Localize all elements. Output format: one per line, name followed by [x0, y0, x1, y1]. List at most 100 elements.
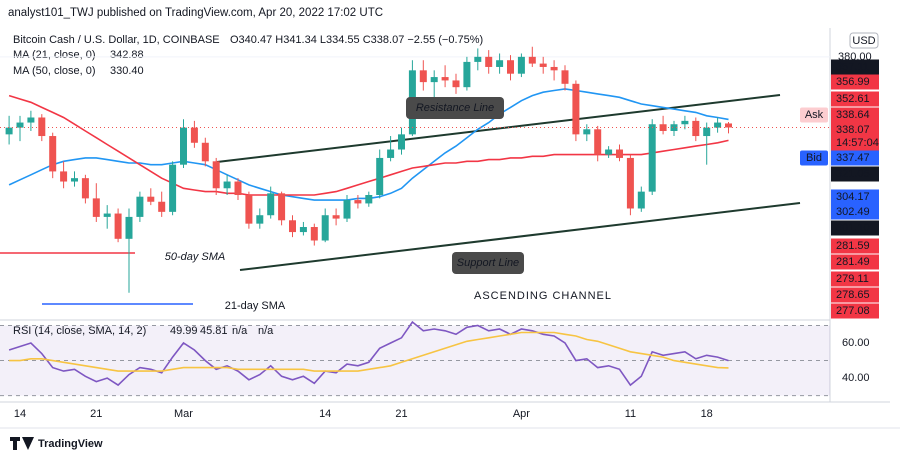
- publisher: analyst101_TWJ published on TradingView.…: [8, 7, 383, 19]
- price-label: 304.17: [836, 191, 870, 203]
- candle-body: [659, 124, 667, 131]
- candle-body: [725, 123, 732, 128]
- candle-body: [169, 164, 177, 212]
- candle-body: [398, 134, 405, 150]
- ma50-value: 330.40: [110, 65, 144, 77]
- candle-body: [289, 220, 296, 233]
- price-label-box: [831, 204, 879, 220]
- candle-body: [441, 77, 449, 81]
- price-label-box: [831, 74, 879, 90]
- price-label-box: [831, 91, 879, 107]
- price-label-box: [831, 166, 879, 182]
- candle-body: [343, 200, 351, 219]
- price-label-box: [831, 59, 879, 75]
- price-tag-box: [800, 107, 828, 123]
- support-line: [239, 202, 801, 271]
- y-tick-label: 40.00: [842, 372, 870, 384]
- candle-body: [572, 83, 580, 135]
- candle-body: [616, 149, 623, 158]
- line-series: [9, 331, 729, 372]
- y-tick-label: 60.00: [842, 337, 870, 349]
- candle-body: [92, 198, 100, 217]
- annotation: Support Line: [457, 257, 519, 269]
- price-tag: Ask: [805, 109, 824, 121]
- price-label: 356.99: [836, 76, 870, 88]
- price-label: 281.49: [836, 256, 870, 268]
- candle-body: [528, 56, 536, 64]
- price-label: 302.49: [836, 206, 870, 218]
- candle-body: [16, 122, 24, 128]
- price-label-box: [831, 238, 879, 254]
- candle-body: [81, 178, 89, 199]
- candle-body: [430, 77, 438, 83]
- candle-body: [485, 56, 493, 67]
- candle-body: [354, 200, 362, 204]
- price-label-box: [831, 150, 879, 166]
- price-label: 278.65: [836, 289, 870, 301]
- price-label: 338.64: [836, 109, 870, 121]
- candle-body: [136, 196, 144, 217]
- x-tick-label: 18: [701, 408, 713, 420]
- footer-brand: TradingView: [38, 438, 103, 450]
- candle-body: [114, 213, 122, 239]
- candle-body: [71, 178, 78, 182]
- candle-body: [550, 66, 558, 71]
- candle-body: [5, 127, 13, 135]
- candle-body: [496, 60, 504, 67]
- candle-body: [332, 215, 340, 219]
- candle-body: [594, 129, 602, 155]
- price-label: 352.61: [836, 93, 870, 105]
- candle-body: [507, 60, 514, 74]
- candle-body: [583, 129, 591, 135]
- x-tick-label: Mar: [174, 408, 193, 420]
- annotation: ASCENDING CHANNEL: [474, 290, 612, 302]
- candle-body: [125, 216, 133, 239]
- x-tick-label: 11: [625, 408, 636, 420]
- price-label: 337.47: [836, 152, 870, 164]
- rsi-legend-value: n/a: [258, 325, 274, 337]
- price-label: 357.11: [836, 61, 869, 73]
- candle-body: [234, 181, 242, 196]
- candle-body: [212, 161, 220, 189]
- annotation-box: [406, 97, 504, 119]
- ma21-legend: MA (21, close, 0): [13, 49, 96, 61]
- candle-body: [539, 63, 547, 67]
- currency: USD: [852, 35, 875, 47]
- logo: [10, 437, 34, 450]
- price-label: 277.08: [836, 305, 870, 317]
- price-label: 14:57:04: [836, 137, 879, 149]
- x-tick-label: 21: [395, 408, 407, 420]
- price-label-box: [831, 303, 879, 319]
- candle-body: [692, 120, 700, 137]
- price-tag: Bid: [806, 152, 822, 164]
- price-label-box: [831, 254, 879, 270]
- candle-body: [681, 120, 689, 125]
- candle-body: [714, 122, 722, 128]
- line-series: [8, 320, 729, 387]
- ma50-legend: MA (50, close, 0): [13, 65, 96, 77]
- rsi-legend-value: 49.99: [170, 325, 198, 337]
- price-label: 321.05: [836, 168, 870, 180]
- candle-body: [626, 157, 634, 209]
- candle-body: [158, 201, 166, 212]
- candle-body: [256, 215, 264, 224]
- price-label: 301.10: [836, 222, 870, 234]
- price-label-box: [831, 122, 879, 138]
- candle-body: [60, 171, 68, 182]
- candle-body: [49, 136, 57, 172]
- annotation-box: [452, 252, 524, 274]
- candle-body: [670, 124, 678, 131]
- candle-body: [201, 142, 209, 162]
- candle-body: [474, 56, 482, 62]
- rsi-legend-value: n/a: [232, 325, 248, 337]
- candle-body: [605, 149, 613, 155]
- candle-body: [648, 124, 656, 192]
- candle-body: [103, 213, 111, 217]
- ohlc: O340.47 H341.34 L334.55 C338.07 −2.55 (−…: [230, 34, 483, 46]
- annotation: 50-day SMA: [165, 251, 226, 263]
- x-tick-label: 14: [14, 408, 26, 420]
- candle-body: [637, 191, 645, 209]
- price-tag-box: [800, 150, 828, 166]
- price-label: 338.07: [836, 124, 870, 136]
